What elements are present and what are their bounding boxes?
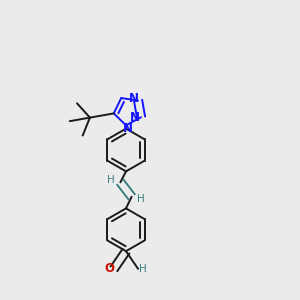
- Text: H: H: [139, 264, 147, 274]
- Text: N: N: [129, 92, 139, 105]
- Text: N: N: [130, 111, 140, 124]
- Text: H: H: [137, 194, 145, 204]
- Text: O: O: [104, 262, 114, 275]
- Text: H: H: [107, 176, 115, 185]
- Text: N: N: [123, 122, 133, 135]
